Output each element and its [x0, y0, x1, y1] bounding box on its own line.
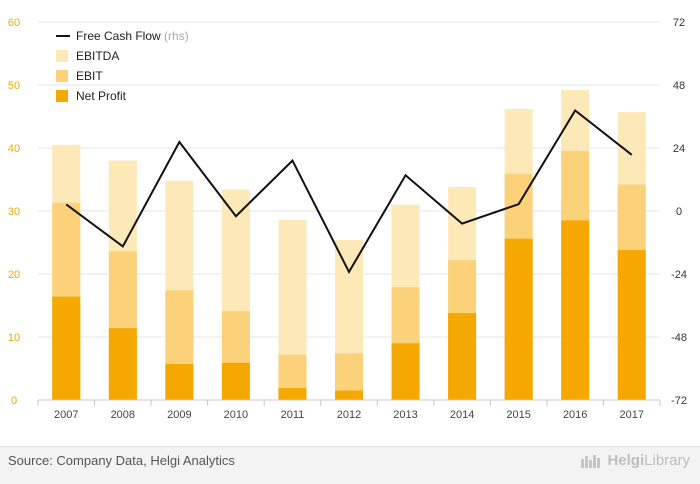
- bar-net-profit: [221, 362, 250, 400]
- y-left-tick-label: 60: [8, 17, 20, 29]
- bar-net-profit: [278, 388, 307, 400]
- y-left-tick-label: 20: [8, 269, 20, 281]
- y-right-tick-label: -24: [671, 269, 687, 281]
- y-left-tick-label: 50: [8, 80, 20, 92]
- bar-net-profit: [391, 343, 420, 400]
- chart-svg: 0 -72 10 -48 20 -24 30 0 40 24 50 48 60 72 2007 2008 200…: [8, 17, 687, 421]
- y-left-tick-label: 0: [11, 395, 17, 407]
- bar-net-profit: [617, 250, 646, 400]
- x-tick-label: 2012: [337, 409, 361, 421]
- bar-net-profit: [52, 296, 81, 400]
- x-tick-label: 2015: [506, 409, 530, 421]
- brand-logo: HelgiLibrary: [580, 452, 690, 469]
- x-tick-label: 2008: [111, 409, 135, 421]
- x-tick-label: 2013: [393, 409, 417, 421]
- x-tick-label: 2017: [619, 409, 643, 421]
- legend-swatch: [56, 50, 68, 62]
- bar-net-profit: [448, 313, 477, 400]
- brand-name: HelgiLibrary: [607, 452, 690, 469]
- bar-net-profit: [335, 390, 363, 400]
- legend-swatch: [56, 90, 68, 102]
- legend-swatch: [56, 70, 68, 82]
- y-right-tick-label: 48: [673, 80, 685, 92]
- bar-net-profit: [108, 328, 137, 400]
- footer: Source: Company Data, Helgi Analytics He…: [0, 446, 700, 484]
- y-left-tick-label: 30: [8, 206, 20, 218]
- y-right-tick-label: 72: [673, 17, 685, 29]
- chart-area: 0 -72 10 -48 20 -24 30 0 40 24 50 48 60 72 2007 2008 200…: [8, 17, 687, 421]
- legend-label: EBIT: [76, 69, 103, 83]
- legend-label: EBITDA: [76, 49, 119, 63]
- y-right-tick-label: -72: [671, 395, 687, 407]
- x-tick-label: 2011: [281, 409, 305, 421]
- x-tick-label: 2009: [167, 409, 191, 421]
- y-left-tick-label: 10: [8, 332, 20, 344]
- bar-net-profit: [165, 364, 194, 400]
- x-tick-label: 2010: [224, 409, 248, 421]
- bar-net-profit: [561, 220, 590, 400]
- legend-label: Net Profit: [76, 89, 127, 103]
- legend-label: Free Cash Flow (rhs): [76, 29, 189, 43]
- source-text: Source: Company Data, Helgi Analytics: [8, 453, 235, 468]
- y-right-tick-label: -48: [671, 332, 687, 344]
- x-tick-label: 2014: [450, 409, 474, 421]
- x-tick-label: 2007: [54, 409, 78, 421]
- y-left-tick-label: 40: [8, 143, 20, 155]
- y-right-tick-label: 24: [673, 143, 685, 155]
- line-free-cash-flow: [65, 108, 633, 274]
- x-tick-label: 2016: [563, 409, 587, 421]
- bar-net-profit: [504, 238, 533, 400]
- library-icon: [581, 454, 601, 468]
- y-right-tick-label: 0: [676, 206, 682, 218]
